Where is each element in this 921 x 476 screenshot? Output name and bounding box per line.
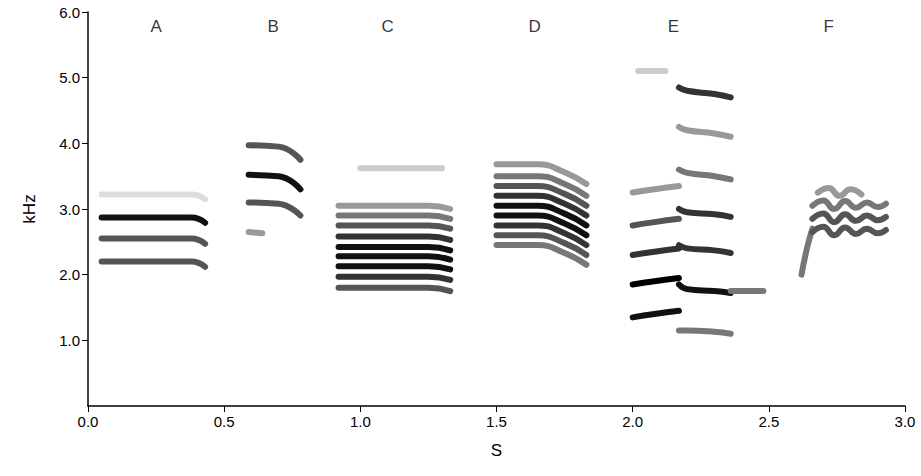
svg-text:2.0: 2.0 [622,413,643,430]
svg-text:A: A [150,17,162,36]
svg-text:C: C [381,17,393,36]
svg-text:2.5: 2.5 [758,413,779,430]
svg-text:5.0: 5.0 [59,69,80,86]
svg-text:D: D [528,17,540,36]
svg-text:3.0: 3.0 [895,413,916,430]
svg-text:3.0: 3.0 [59,201,80,218]
svg-text:1.0: 1.0 [350,413,371,430]
svg-text:6.0: 6.0 [59,4,80,21]
svg-text:kHz: kHz [20,194,39,223]
svg-text:1.0: 1.0 [59,332,80,349]
svg-text:1.5: 1.5 [486,413,507,430]
svg-text:B: B [268,17,279,36]
svg-text:0.0: 0.0 [78,413,99,430]
svg-text:F: F [824,17,834,36]
svg-text:E: E [668,17,679,36]
svg-text:S: S [491,441,502,460]
svg-text:4.0: 4.0 [59,135,80,152]
svg-text:2.0: 2.0 [59,266,80,283]
svg-text:0.5: 0.5 [214,413,235,430]
